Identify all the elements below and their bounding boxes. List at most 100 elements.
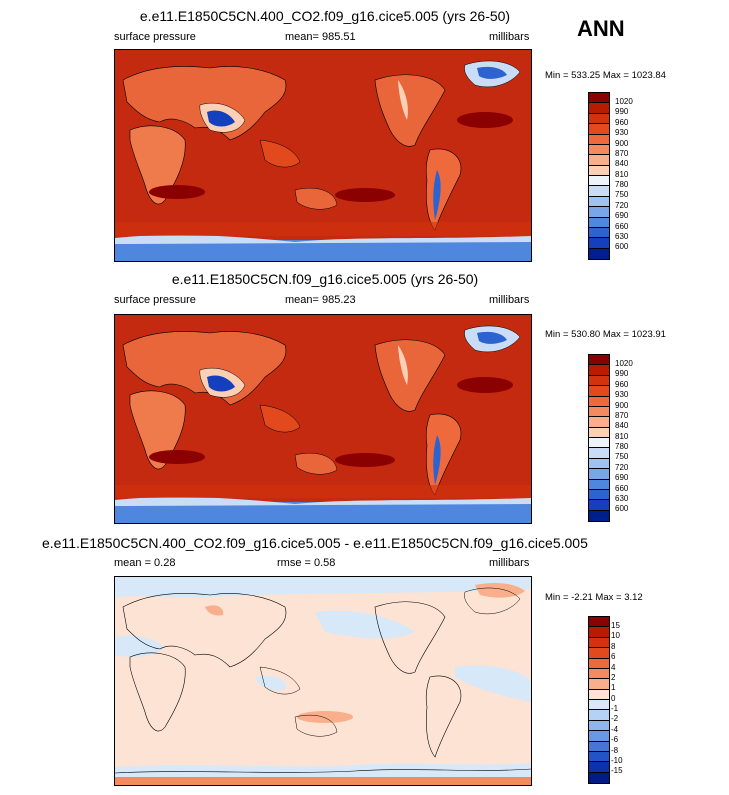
continents-layer — [115, 60, 531, 261]
legend-label: 870 — [615, 149, 629, 158]
legend-label: 690 — [615, 211, 629, 220]
legend-label: 1020 — [615, 97, 633, 106]
legend-label: 750 — [615, 452, 629, 461]
panel3-title: e.e11.E1850C5CN.400_CO2.f09_g16.cice5.00… — [42, 535, 588, 551]
panel1-map — [114, 49, 532, 262]
legend-label: 960 — [615, 118, 629, 127]
panel2-legend-labels: 1020 990 960 930 900 870 840 810 780 750… — [615, 354, 655, 520]
panel2-units-label: millibars — [489, 294, 530, 306]
legend-color-swatch — [589, 227, 609, 239]
panel3-legend-labels: 15 10 8 6 4 2 1 0 -1 -2 -4 -6 -8 -10 -15 — [611, 616, 651, 782]
legend-label: 15 — [611, 621, 620, 630]
legend-label: 840 — [615, 159, 629, 168]
panel1-legend-bar — [588, 92, 610, 260]
legend-color-swatch — [589, 438, 609, 449]
continents-layer — [115, 577, 531, 785]
legend-color-swatch — [589, 365, 609, 376]
legend-color-swatch — [589, 427, 609, 438]
legend-color-swatch — [589, 207, 609, 218]
legend-label: 1020 — [615, 359, 633, 368]
legend-label: -4 — [611, 725, 619, 734]
legend-label: 10 — [611, 631, 620, 640]
legend-label: 720 — [615, 463, 629, 472]
legend-label: 4 — [611, 663, 616, 672]
legend-label: 1 — [611, 683, 616, 692]
legend-color-swatch — [589, 375, 609, 387]
legend-label: -15 — [611, 766, 623, 775]
panel1-legend-labels: 1020 990 960 930 900 870 840 810 780 750… — [615, 92, 655, 258]
legend-label: 930 — [615, 128, 629, 137]
panel2-minmax: Min = 530.80 Max = 1023.91 — [545, 329, 666, 340]
legend-color-swatch — [589, 113, 609, 125]
legend-label: 780 — [615, 442, 629, 451]
panel1-minmax: Min = 533.25 Max = 1023.84 — [545, 70, 666, 81]
legend-label: 930 — [615, 390, 629, 399]
legend-color-swatch — [589, 648, 609, 659]
legend-color-swatch — [589, 627, 609, 638]
panel2-mean-label: mean= 985.23 — [285, 294, 356, 306]
legend-label: 600 — [615, 504, 629, 513]
legend-color-swatch — [589, 668, 609, 680]
legend-label: 8 — [611, 642, 616, 651]
legend-color-swatch — [589, 186, 609, 197]
legend-color-swatch — [589, 238, 609, 249]
legend-label: 660 — [615, 222, 629, 231]
legend-color-swatch — [589, 217, 609, 228]
legend-color-swatch — [589, 458, 609, 470]
legend-color-swatch — [589, 617, 609, 628]
legend-label: 0 — [611, 694, 616, 703]
panel1-map-graphic — [115, 60, 531, 261]
legend-color-swatch — [589, 700, 609, 711]
legend-label: 810 — [615, 170, 629, 179]
continents-layer — [115, 325, 531, 523]
legend-label: 840 — [615, 421, 629, 430]
legend-color-swatch — [589, 637, 609, 649]
panel3-units-label: millibars — [489, 557, 530, 569]
legend-color-swatch — [589, 510, 609, 521]
legend-color-swatch — [589, 762, 609, 773]
legend-color-swatch — [589, 720, 609, 732]
legend-label: 960 — [615, 380, 629, 389]
legend-label: 900 — [615, 139, 629, 148]
legend-label: 900 — [615, 401, 629, 410]
legend-label: -1 — [611, 704, 619, 713]
legend-color-swatch — [589, 658, 609, 669]
panel2-legend-bar — [588, 354, 610, 522]
legend-color-swatch — [589, 386, 609, 397]
legend-label: 810 — [615, 432, 629, 441]
legend-color-swatch — [589, 406, 609, 418]
panel2-map — [114, 314, 532, 524]
legend-color-swatch — [589, 751, 609, 763]
legend-label: -10 — [611, 756, 623, 765]
legend-label: -6 — [611, 735, 619, 744]
legend-label: -8 — [611, 746, 619, 755]
legend-color-swatch — [589, 355, 609, 366]
legend-color-swatch — [589, 176, 609, 187]
legend-color-swatch — [589, 741, 609, 752]
legend-color-swatch — [589, 689, 609, 700]
legend-color-swatch — [589, 489, 609, 501]
legend-color-swatch — [589, 469, 609, 480]
legend-label: 600 — [615, 242, 629, 251]
legend-label: 630 — [615, 494, 629, 503]
legend-color-swatch — [589, 144, 609, 156]
legend-color-swatch — [589, 417, 609, 428]
legend-color-swatch — [589, 500, 609, 511]
panel1-field-label: surface pressure — [114, 31, 196, 43]
legend-label: 660 — [615, 484, 629, 493]
legend-label: 750 — [615, 190, 629, 199]
panel3-minmax: Min = -2.21 Max = 3.12 — [545, 592, 643, 603]
panel3-legend-bar — [588, 616, 610, 784]
legend-color-swatch — [589, 248, 609, 259]
legend-color-swatch — [589, 93, 609, 104]
legend-color-swatch — [589, 772, 609, 783]
panel3-rmse-label: rmse = 0.58 — [277, 557, 336, 569]
legend-color-swatch — [589, 124, 609, 135]
legend-color-swatch — [589, 165, 609, 176]
legend-color-swatch — [589, 134, 609, 145]
legend-color-swatch — [589, 396, 609, 407]
season-label: ANN — [577, 16, 625, 41]
legend-label: 6 — [611, 652, 616, 661]
legend-color-swatch — [589, 196, 609, 208]
legend-label: 990 — [615, 369, 629, 378]
